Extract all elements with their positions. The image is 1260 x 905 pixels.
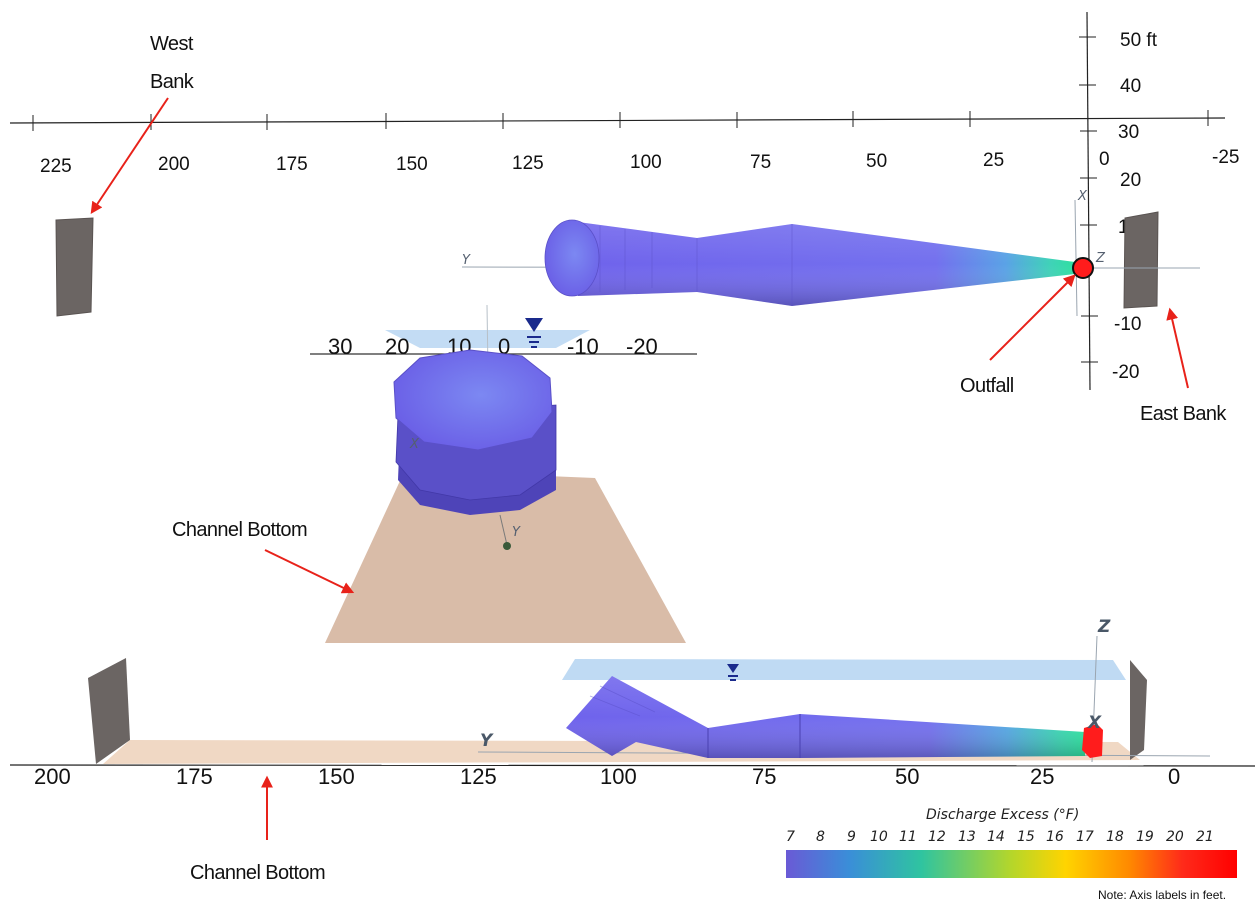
top-axis-tick: 0: [1099, 149, 1110, 170]
west-bank-label-line2: Bank: [150, 71, 195, 93]
colorbar-tick: 16: [1046, 829, 1064, 845]
colorbar-tick: 12: [928, 829, 946, 845]
top-axis-tick: 125: [512, 153, 544, 174]
cross-axis-tick: -10: [567, 334, 599, 359]
side-view: Y Z X 200 175 150 125 100 75 50 25 0: [9, 617, 1256, 789]
bottom-axis-tick: 150: [318, 764, 355, 789]
cross-axis-tick: 20: [385, 334, 409, 359]
colorbar-tick: 10: [870, 829, 888, 845]
side-axis-z-letter: Z: [1097, 617, 1111, 637]
colorbar-tick: 9: [847, 829, 856, 845]
bottom-axis-tick: 100: [600, 764, 637, 789]
east-bank-arrow: [1166, 307, 1189, 389]
cross-axis-tick: 0: [498, 334, 510, 359]
colorbar-tick: 7: [786, 829, 795, 845]
colorbar-tick: 13: [958, 829, 976, 845]
vertical-axis-tick: 50 ft: [1120, 30, 1158, 51]
outfall-port: [1072, 257, 1094, 279]
colorbar-tick: 17: [1076, 829, 1094, 845]
top-axis-tick: -25: [1212, 147, 1239, 168]
west-bank-wall: [55, 217, 94, 317]
bottom-axis-tick: 200: [34, 764, 71, 789]
colorbar-tick: 8: [816, 829, 825, 845]
east-bank-label: East Bank: [1140, 403, 1227, 425]
top-axis-tick: 100: [630, 152, 662, 173]
plume-end-cap: [544, 219, 600, 297]
vertical-axis-tick: 30: [1118, 122, 1139, 143]
outfall-side: [1082, 724, 1103, 758]
cross-axis-tick: -20: [626, 334, 658, 359]
water-level-icon: [525, 318, 543, 348]
water-surface-side: [562, 659, 1126, 680]
cross-axis-y-letter: Y: [512, 525, 521, 540]
water-level-icon-side: [727, 664, 739, 681]
top-axis-tick: 225: [40, 156, 72, 177]
top-axis-tick: 175: [276, 154, 308, 175]
side-axis-y-letter: Y: [480, 731, 494, 751]
bottom-axis-tick: 175: [176, 764, 213, 789]
channel-bottom-label-mid: Channel Bottom: [172, 519, 307, 541]
annotations: West Bank Outfall East Bank Channel Bott…: [90, 33, 1228, 884]
vertical-axis-tick: 40: [1120, 76, 1141, 97]
plan-axis-y-letter: Y: [462, 253, 471, 268]
colorbar-tick: 21: [1196, 829, 1214, 845]
top-axis-tick: 150: [396, 154, 428, 175]
west-bank-arrow: [90, 97, 169, 214]
outfall-arrow: [989, 274, 1076, 361]
cross-axis-x-letter: X: [409, 437, 420, 452]
plume-cross-section: [393, 349, 553, 451]
bottom-axis-tick: 25: [1030, 764, 1054, 789]
top-axis-tick: 50: [866, 151, 887, 172]
east-bank-wall: [1123, 211, 1159, 309]
cross-section-view: 30 20 10 0 -10 -20 X Y: [310, 304, 697, 643]
channel-bottom-cross: [325, 470, 686, 643]
colorbar-gradient: [786, 850, 1237, 878]
plan-axis-z-letter: Z: [1095, 251, 1106, 266]
vertical-axis-tick: 20: [1120, 170, 1141, 191]
bottom-axis-tick: 125: [460, 764, 497, 789]
colorbar-tick: 15: [1017, 829, 1035, 845]
colorbar-tick: 14: [987, 829, 1005, 845]
vertical-axis: 50 ft 40 30 20 10 0 -10 -20: [1079, 11, 1158, 391]
top-axis-tick: 25: [983, 150, 1004, 171]
channel-bottom-arrow-mid: [264, 549, 355, 594]
colorbar-tick: 20: [1166, 829, 1184, 845]
vertical-axis-tick: -20: [1112, 362, 1139, 383]
east-bank-wall-side: [1130, 660, 1147, 760]
axis-note: Note: Axis labels in feet.: [1098, 888, 1226, 902]
cross-axis-tick: 30: [328, 334, 352, 359]
outfall-label: Outfall: [960, 375, 1014, 397]
colorbar-tick: 18: [1106, 829, 1124, 845]
west-bank-wall-side: [88, 658, 130, 764]
plume-plan-view: [544, 219, 1094, 306]
colorbar: Discharge Excess (°F) 7 8 9 10 11 12 13 …: [786, 807, 1237, 902]
colorbar-tick: 19: [1136, 829, 1154, 845]
side-axis-x-letter: X: [1087, 713, 1102, 733]
top-axis-tick: 75: [750, 152, 771, 173]
top-horizontal-axis: 225 200 175 150 125 100 75 50 25 0 -25: [9, 110, 1239, 177]
top-axis-tick: 200: [158, 154, 190, 175]
plan-axis-x-letter: X: [1077, 189, 1088, 204]
bottom-axis-tick: 0: [1168, 764, 1180, 789]
west-bank-label-line1: West: [150, 33, 194, 55]
vertical-axis-tick: -10: [1114, 314, 1141, 335]
colorbar-title: Discharge Excess (°F): [926, 807, 1079, 823]
bottom-axis-tick: 50: [895, 764, 919, 789]
bottom-axis-tick: 75: [752, 764, 776, 789]
colorbar-tick: 11: [899, 829, 917, 845]
channel-bottom-label-low: Channel Bottom: [190, 862, 325, 884]
